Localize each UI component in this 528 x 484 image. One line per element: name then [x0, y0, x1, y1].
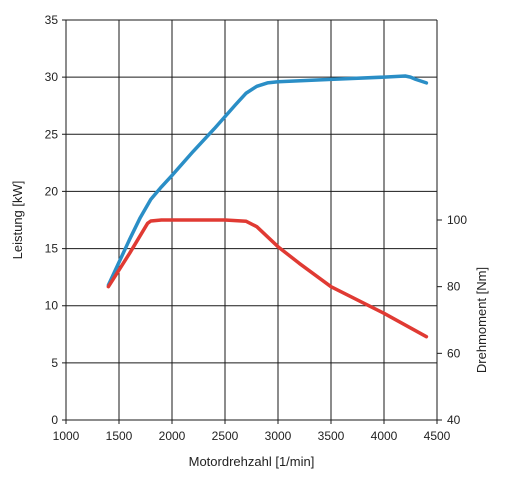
y-tick-label: 30 — [45, 70, 59, 84]
y2-tick-label: 100 — [447, 213, 467, 227]
y2-tick-label: 80 — [447, 280, 461, 294]
y-tick-label: 0 — [51, 413, 58, 427]
series-layer — [106, 74, 429, 339]
y2-tick-label: 60 — [447, 346, 461, 360]
x-axis-title: Motordrehzahl [1/min] — [189, 454, 315, 469]
x-tick-label: 4000 — [371, 429, 398, 443]
y-tick-label: 25 — [45, 127, 59, 141]
drehmoment-line — [106, 218, 429, 339]
grid — [62, 19, 442, 424]
x-tick-label: 4500 — [424, 429, 451, 443]
y-tick-label: 10 — [45, 299, 59, 313]
y-tick-label: 15 — [45, 242, 59, 256]
y2-tick-label: 40 — [447, 413, 461, 427]
x-tick-label: 3500 — [318, 429, 345, 443]
leistung-line — [106, 74, 429, 287]
tick-labels: 1000 1500 2000 2500 3000 3500 4000 4500 0 5 10 15 20… — [45, 13, 468, 443]
x-tick-label: 1500 — [106, 429, 133, 443]
x-tick-label: 2000 — [159, 429, 186, 443]
x-tick-label: 2500 — [212, 429, 239, 443]
x-tick-label: 3000 — [265, 429, 292, 443]
y-axis-title: Leistung [kW] — [10, 181, 25, 260]
x-tick-label: 1000 — [53, 429, 80, 443]
y-tick-label: 5 — [51, 356, 58, 370]
y2-axis-title: Drehmoment [Nm] — [474, 267, 489, 373]
y-tick-label: 20 — [45, 184, 59, 198]
y-tick-label: 35 — [45, 13, 59, 27]
